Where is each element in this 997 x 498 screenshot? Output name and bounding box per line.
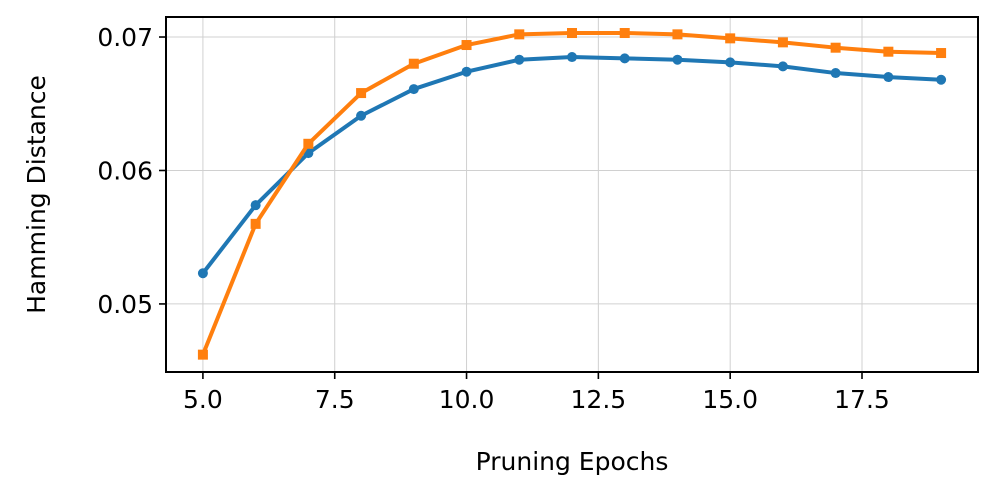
x-tick-label: 12.5 (571, 385, 627, 414)
data-point (197, 268, 208, 279)
grid-lines (166, 17, 978, 372)
x-axis-ticks: 5.0 7.5 10.0 12.5 15.0 17.5 (183, 372, 890, 414)
data-point (777, 37, 788, 48)
data-point (197, 349, 208, 360)
data-point (883, 46, 894, 57)
x-axis-label: Pruning Epochs (476, 447, 669, 476)
data-point (725, 57, 736, 68)
data-point (408, 84, 419, 95)
y-axis-label: Hamming Distance (22, 75, 51, 314)
series-0 (197, 52, 947, 279)
data-point (408, 58, 419, 69)
y-axis-ticks: 0.05 0.06 0.07 (97, 23, 166, 319)
y-tick-label: 0.07 (97, 23, 153, 52)
data-point (461, 66, 472, 77)
series-layer (197, 28, 947, 360)
data-point (619, 53, 630, 64)
data-point (514, 54, 525, 65)
data-point (250, 218, 261, 229)
data-point (672, 29, 683, 40)
data-point (936, 74, 947, 85)
x-tick-label: 15.0 (702, 385, 758, 414)
x-tick-label: 17.5 (834, 385, 890, 414)
plot-frame (165, 16, 979, 373)
data-point (514, 29, 525, 40)
data-point (567, 28, 577, 39)
data-point (936, 48, 947, 59)
data-point (303, 138, 314, 149)
series-1 (197, 28, 947, 360)
data-point (777, 61, 788, 72)
data-point (356, 88, 367, 99)
x-tick-label: 7.5 (315, 385, 355, 414)
y-tick-label: 0.06 (97, 156, 153, 185)
data-point (725, 33, 736, 44)
x-tick-label: 5.0 (183, 385, 223, 414)
data-point (883, 72, 894, 83)
x-tick-label: 10.0 (439, 385, 495, 414)
data-point (567, 52, 577, 63)
series-line (200, 31, 944, 357)
series-line (200, 55, 944, 276)
data-point (672, 54, 683, 65)
data-point (830, 68, 841, 79)
data-point (356, 110, 367, 121)
data-point (250, 200, 261, 211)
data-point (830, 42, 841, 53)
data-point (619, 28, 630, 39)
data-point (461, 40, 472, 51)
y-tick-label: 0.05 (97, 290, 153, 319)
